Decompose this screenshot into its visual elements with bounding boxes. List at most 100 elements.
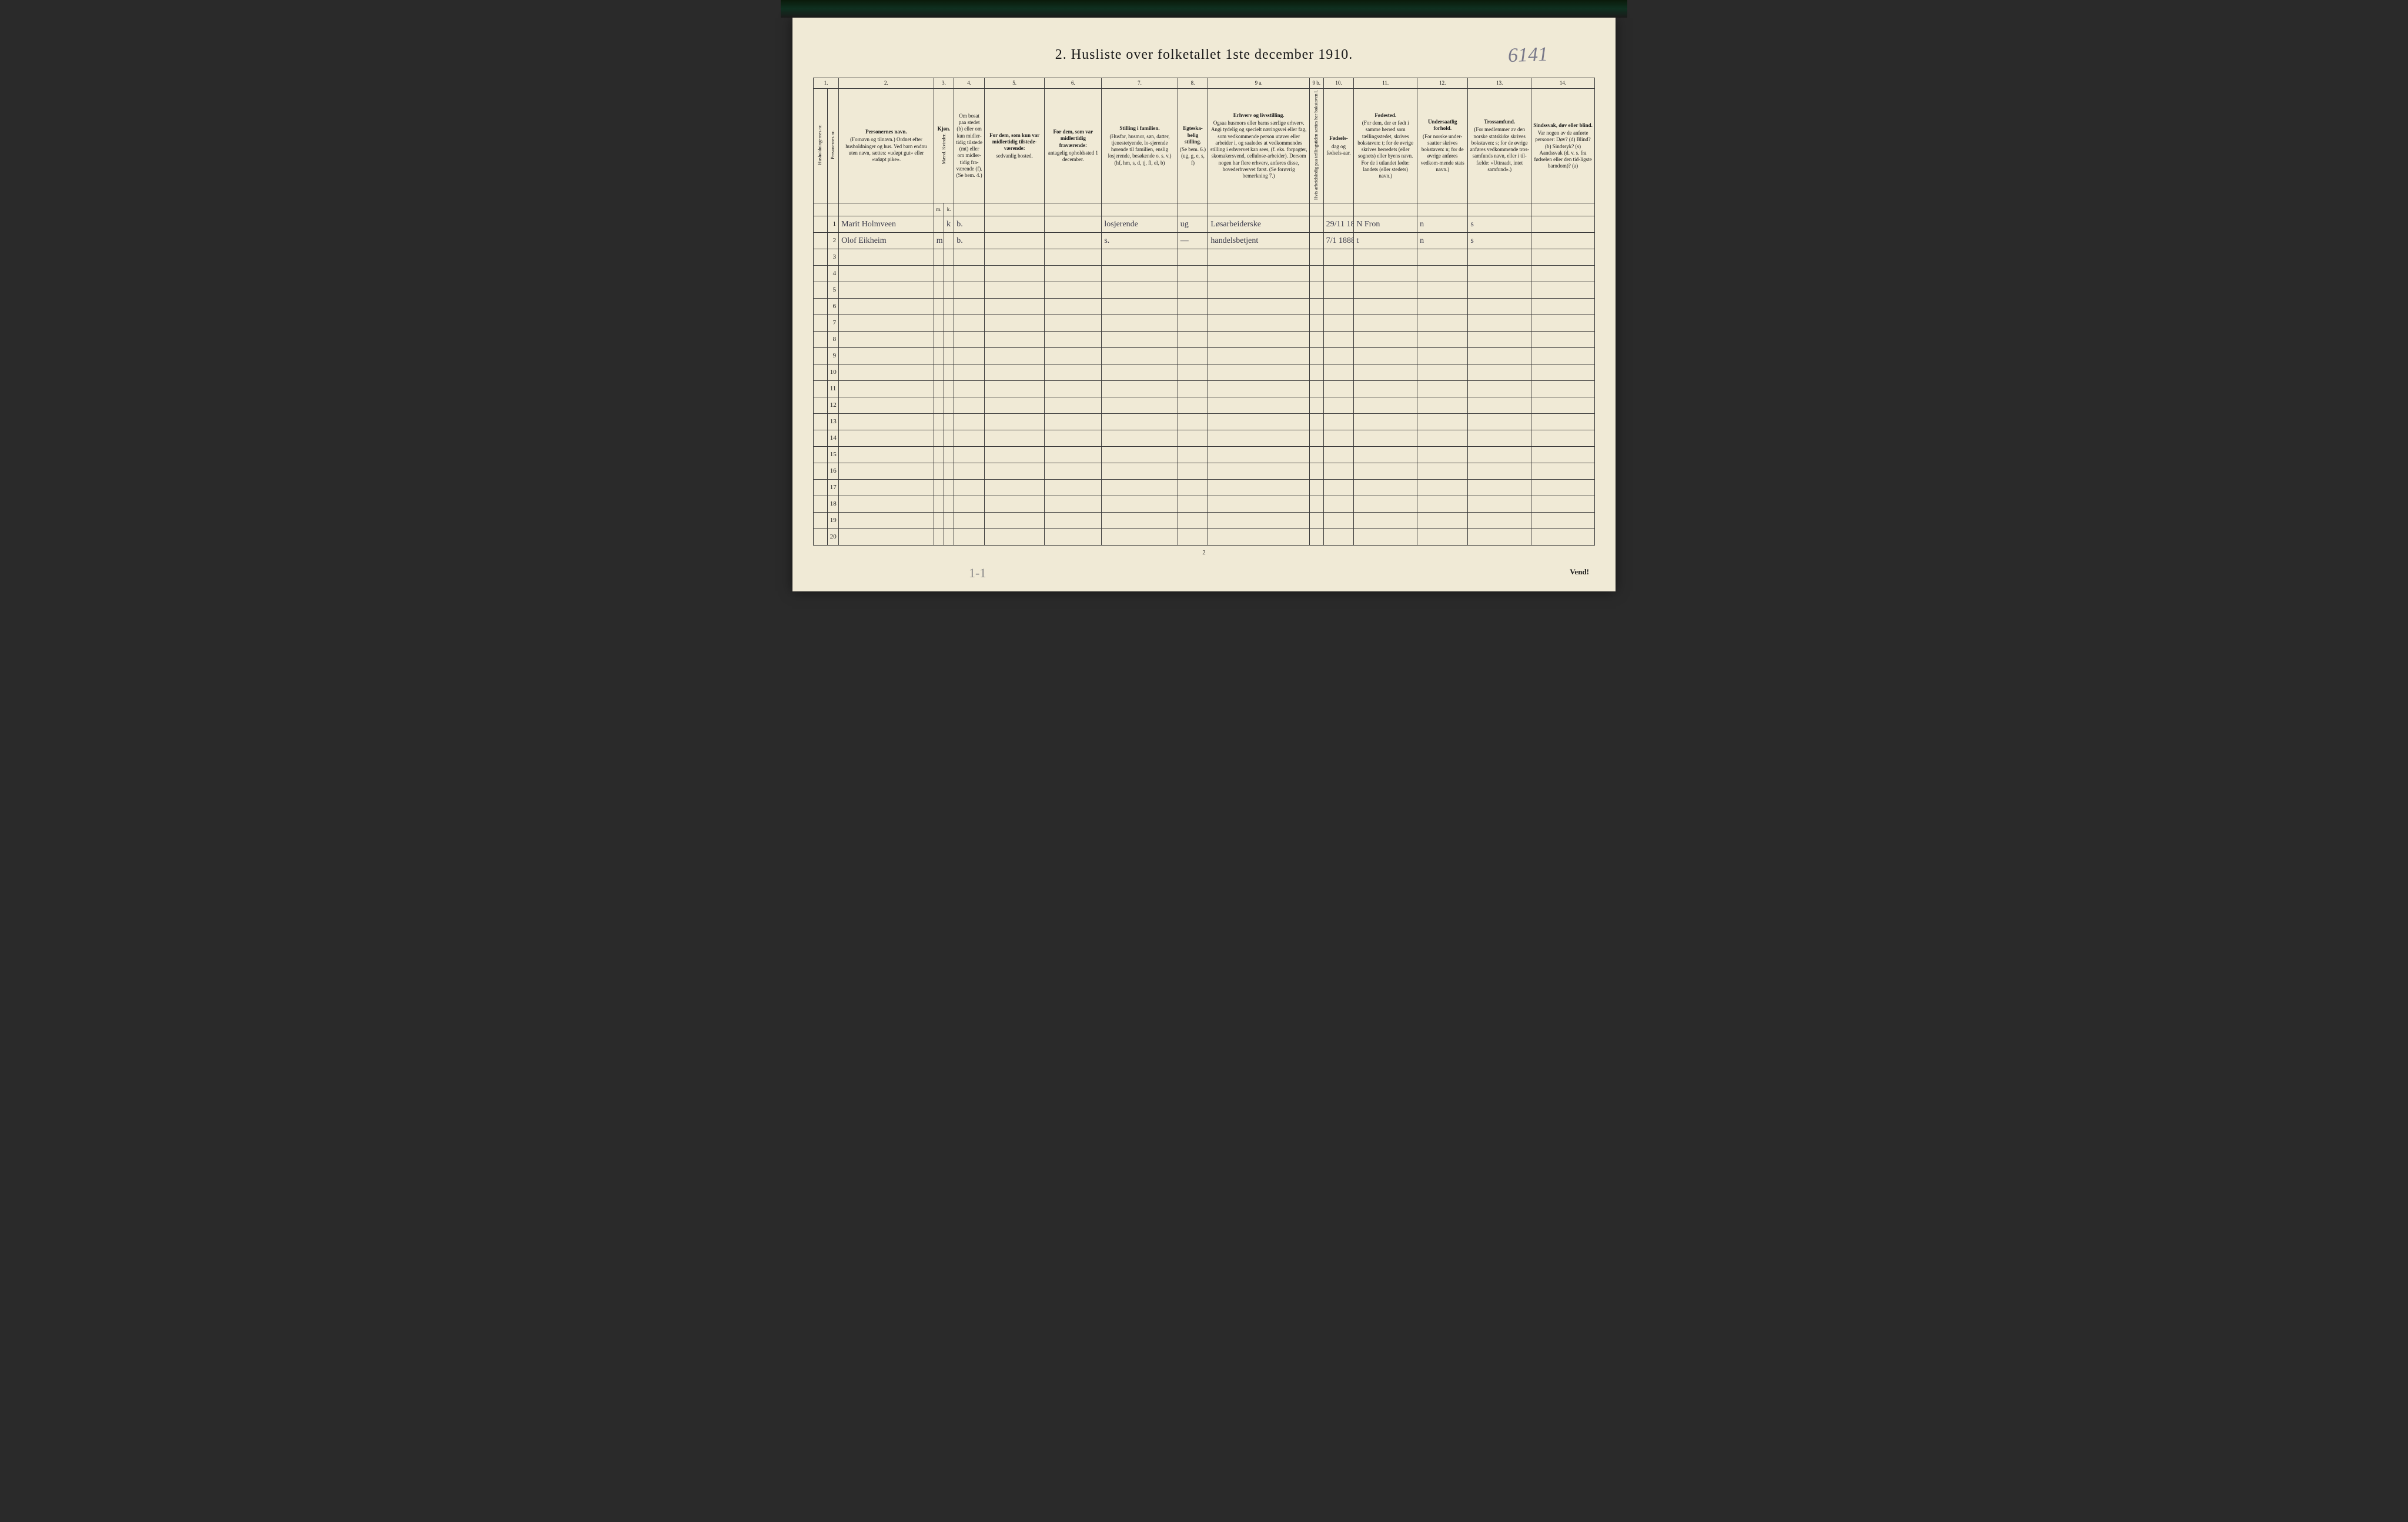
cell-c6: [1045, 430, 1102, 447]
table-row: 3: [814, 249, 1595, 266]
table-row: 10: [814, 364, 1595, 381]
cell-c11: [1354, 430, 1417, 447]
cell-k: [944, 529, 954, 546]
footer-page-number: 2: [813, 549, 1595, 556]
cell-person-nr: 10: [827, 364, 838, 381]
cell-c6: [1045, 480, 1102, 496]
cell-c6: [1045, 216, 1102, 233]
cell-c5: [984, 233, 1044, 249]
cell-k: [944, 513, 954, 529]
cell-c12: [1417, 315, 1468, 332]
cell-husholdning-nr: [814, 249, 828, 266]
cell-person-nr: 7: [827, 315, 838, 332]
colnum-3: 3.: [934, 78, 954, 89]
cell-c4: [954, 364, 985, 381]
colnum-8: 8.: [1178, 78, 1208, 89]
sub-blank-9b: [1309, 203, 1323, 216]
sub-blank-3: [839, 203, 934, 216]
cell-c10: [1323, 249, 1354, 266]
cell-c8: [1178, 430, 1208, 447]
colnum-14: 14.: [1531, 78, 1595, 89]
cell-c4: [954, 332, 985, 348]
cell-c14: [1531, 216, 1595, 233]
cell-c6: [1045, 299, 1102, 315]
vend-label: Vend!: [1570, 567, 1589, 577]
cell-husholdning-nr: [814, 397, 828, 414]
cell-c9a: [1208, 249, 1309, 266]
head-arbeidsledig-label: Hvis arbeidsledig paa tællingstiden sætt…: [1313, 90, 1319, 200]
cell-c4: [954, 513, 985, 529]
cell-c14: [1531, 332, 1595, 348]
cell-c8: [1178, 249, 1208, 266]
cell-c7: [1102, 414, 1178, 430]
cell-c9a: [1208, 513, 1309, 529]
cell-c9a: [1208, 299, 1309, 315]
cell-person-nr: 12: [827, 397, 838, 414]
cell-c6: [1045, 447, 1102, 463]
cell-c13: [1468, 299, 1531, 315]
cell-c4: [954, 397, 985, 414]
head-fodested-sub: (For dem, der er født i samme herred som…: [1357, 120, 1413, 179]
cell-name: [839, 480, 934, 496]
cell-c7: [1102, 332, 1178, 348]
table-row: 19: [814, 513, 1595, 529]
cell-c10: 7/1 1888: [1323, 233, 1354, 249]
table-row: 18: [814, 496, 1595, 513]
head-fravaerende: For dem, som var midlertidig fraværende:…: [1045, 89, 1102, 203]
cell-c8: [1178, 282, 1208, 299]
cell-c10: [1323, 332, 1354, 348]
head-undersaat-title: Undersaatlig forhold.: [1419, 119, 1466, 132]
cell-name: [839, 496, 934, 513]
cell-c9b: [1309, 332, 1323, 348]
cell-c5: [984, 364, 1044, 381]
head-kjon: Kjøn. Mænd. Kvinder.: [934, 89, 954, 203]
sub-blank-9a: [1208, 203, 1309, 216]
head-undersaat: Undersaatlig forhold. (For norske under-…: [1417, 89, 1468, 203]
cell-c4: [954, 282, 985, 299]
cell-c4: [954, 266, 985, 282]
sub-blank-12: [1417, 203, 1468, 216]
cell-person-nr: 11: [827, 381, 838, 397]
cell-k: [944, 282, 954, 299]
cell-name: Olof Eikheim: [839, 233, 934, 249]
cell-c6: [1045, 233, 1102, 249]
cell-c6: [1045, 414, 1102, 430]
cell-c14: [1531, 496, 1595, 513]
cell-k: [944, 364, 954, 381]
cell-c9b: [1309, 348, 1323, 364]
cell-k: [944, 299, 954, 315]
cell-c4: [954, 381, 985, 397]
cell-c8: [1178, 414, 1208, 430]
cell-c11: [1354, 529, 1417, 546]
cell-c5: [984, 348, 1044, 364]
cell-c8: [1178, 299, 1208, 315]
cell-c12: [1417, 348, 1468, 364]
cell-m: [934, 266, 944, 282]
sub-blank-4: [954, 203, 985, 216]
cell-c12: [1417, 463, 1468, 480]
cell-m: [934, 332, 944, 348]
cell-person-nr: 1: [827, 216, 838, 233]
cell-c14: [1531, 529, 1595, 546]
colnum-7: 7.: [1102, 78, 1178, 89]
cell-husholdning-nr: [814, 447, 828, 463]
cell-c10: [1323, 364, 1354, 381]
cell-person-nr: 17: [827, 480, 838, 496]
cell-c9b: [1309, 381, 1323, 397]
head-tilstede-sub: sedvanlig bosted.: [996, 153, 1033, 159]
sub-blank-14: [1531, 203, 1595, 216]
cell-c13: [1468, 430, 1531, 447]
head-arbeidsledig: Hvis arbeidsledig paa tællingstiden sætt…: [1309, 89, 1323, 203]
table-row: 13: [814, 414, 1595, 430]
cell-c13: [1468, 480, 1531, 496]
cell-c5: [984, 266, 1044, 282]
cell-c9b: [1309, 315, 1323, 332]
cell-m: m: [934, 233, 944, 249]
head-egteskab: Egteska-belig stilling. (Se bem. 6.) (ug…: [1178, 89, 1208, 203]
cell-c12: [1417, 513, 1468, 529]
cell-c13: [1468, 447, 1531, 463]
cell-person-nr: 13: [827, 414, 838, 430]
cell-c6: [1045, 463, 1102, 480]
cell-c14: [1531, 397, 1595, 414]
colnum-10: 10.: [1323, 78, 1354, 89]
